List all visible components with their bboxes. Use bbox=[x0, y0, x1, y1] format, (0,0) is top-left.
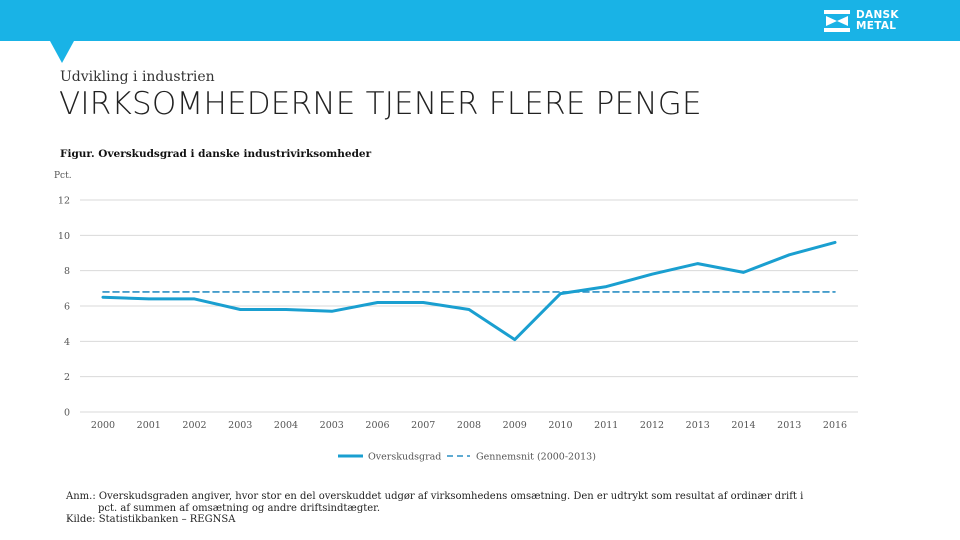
x-tick-label: 2008 bbox=[457, 420, 481, 431]
y-tick-label: 0 bbox=[64, 408, 70, 419]
x-tick-label: 2013 bbox=[777, 420, 801, 431]
footnote-line2: pct. af summen af omsætning og andre dri… bbox=[98, 502, 381, 514]
x-tick-label: 2006 bbox=[365, 420, 389, 431]
data-point bbox=[376, 301, 379, 304]
data-point bbox=[467, 308, 471, 311]
y-tick-labels: 0 2 4 6 8 10 12 bbox=[58, 196, 70, 419]
x-tick-label: 2010 bbox=[548, 420, 572, 431]
data-point bbox=[605, 285, 608, 288]
data-point bbox=[101, 295, 105, 299]
x-tick-label: 2001 bbox=[137, 420, 161, 431]
figure-title: Figur. Overskudsgrad i danske industrivi… bbox=[60, 148, 372, 160]
data-point bbox=[696, 262, 699, 265]
y-axis-unit: Pct. bbox=[54, 171, 72, 181]
dansk-metal-logo: DANSK METAL bbox=[824, 9, 916, 33]
footnote: Anm.: Overskudsgraden angiver, hvor stor… bbox=[66, 491, 856, 526]
y-tick-label: 10 bbox=[58, 231, 70, 242]
legend-label-average: Gennemsnit (2000-2013) bbox=[476, 452, 596, 463]
data-point bbox=[788, 253, 791, 256]
x-tick-label: 2016 bbox=[823, 420, 847, 431]
page-subtitle: Udvikling i industrien bbox=[60, 69, 215, 85]
x-tick-label: 2013 bbox=[686, 420, 710, 431]
data-point bbox=[513, 338, 516, 341]
x-tick-label: 2012 bbox=[640, 420, 664, 431]
data-point bbox=[650, 273, 654, 276]
gridlines bbox=[80, 199, 858, 413]
header-notch bbox=[50, 41, 74, 63]
x-tick-label: 2002 bbox=[182, 420, 206, 431]
data-point bbox=[833, 241, 837, 244]
data-point bbox=[559, 292, 562, 295]
data-point bbox=[422, 301, 425, 304]
x-tick-label: 2003 bbox=[228, 420, 252, 431]
y-tick-label: 4 bbox=[64, 337, 70, 348]
data-point bbox=[742, 271, 745, 274]
header-bar bbox=[0, 0, 960, 41]
series-lines bbox=[101, 240, 837, 342]
y-tick-label: 12 bbox=[58, 196, 70, 207]
x-tick-label: 2009 bbox=[503, 420, 527, 431]
footnote-source: Kilde: Statistikbanken – REGNSA bbox=[66, 514, 236, 525]
x-tick-label: 2007 bbox=[411, 420, 435, 431]
data-point bbox=[147, 297, 150, 301]
page-title: VIRKSOMHEDERNE TJENER FLERE PENGE bbox=[59, 86, 702, 122]
data-point bbox=[284, 308, 288, 311]
legend: Overskudsgrad Gennemsnit (2000-2013) bbox=[338, 452, 596, 463]
series-line-overskudsgrad bbox=[101, 240, 837, 342]
logo-text-line2: METAL bbox=[856, 20, 897, 32]
x-tick-label: 2004 bbox=[274, 420, 298, 431]
data-point bbox=[330, 310, 333, 313]
x-tick-labels: 2000 2001 2002 2003 2004 2003 2006 2007 2008 2009… bbox=[91, 420, 847, 431]
legend-label-overskudsgrad: Overskudsgrad bbox=[368, 452, 441, 463]
x-tick-label: 2000 bbox=[91, 420, 115, 431]
y-tick-label: 8 bbox=[64, 266, 70, 277]
y-tick-label: 6 bbox=[64, 302, 70, 313]
x-tick-label: 2011 bbox=[594, 420, 618, 431]
footnote-line1: Anm.: Overskudsgraden angiver, hvor stor… bbox=[66, 491, 804, 502]
x-tick-label: 2014 bbox=[731, 420, 755, 431]
logo-icon bbox=[824, 10, 850, 32]
y-tick-label: 2 bbox=[64, 372, 70, 383]
data-point bbox=[193, 297, 196, 301]
data-point bbox=[239, 308, 242, 311]
logo-text-line1: DANSK bbox=[856, 9, 899, 21]
x-tick-label: 2003 bbox=[320, 420, 344, 431]
